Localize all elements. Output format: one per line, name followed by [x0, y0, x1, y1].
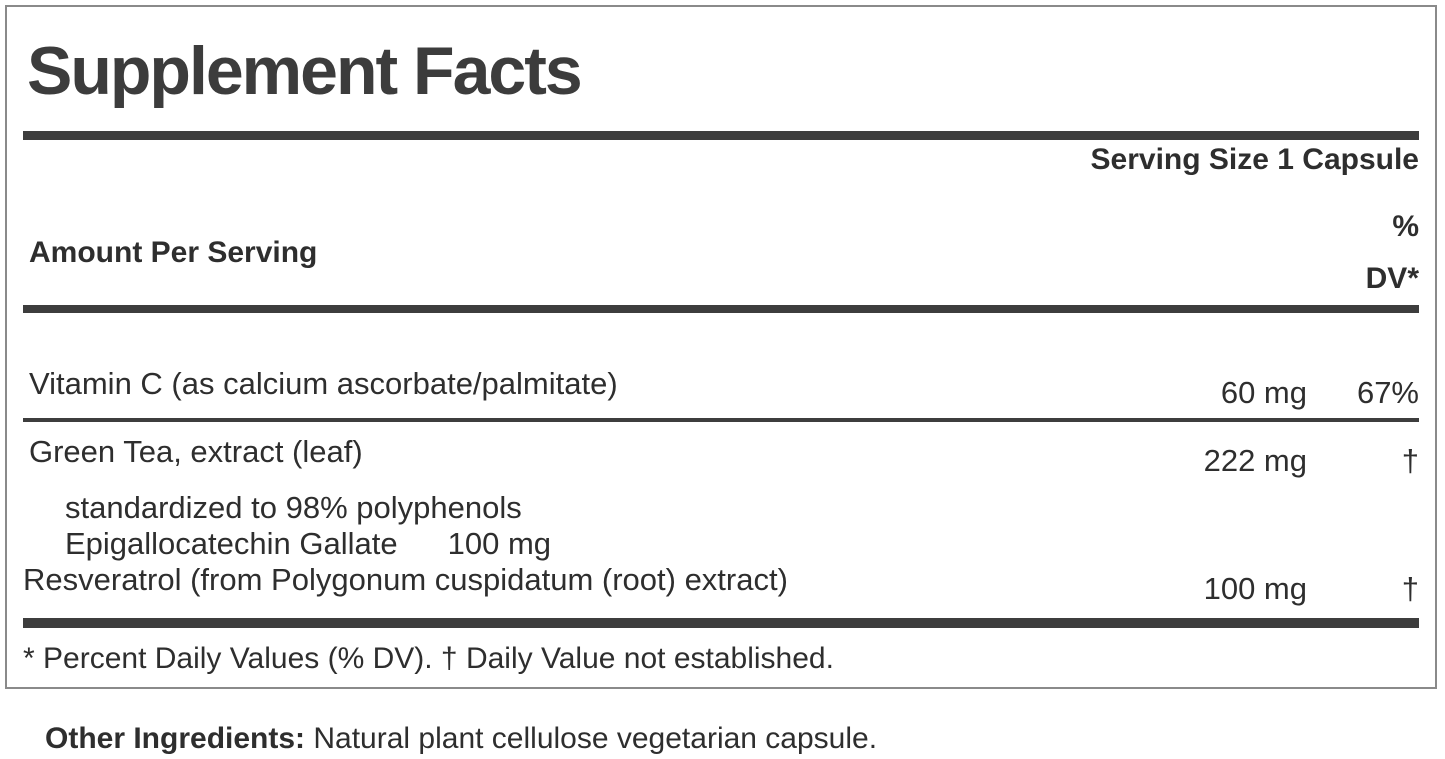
supplement-facts-panel: Supplement Facts Serving Size 1 Capsule …: [5, 5, 1437, 689]
nutrient-amount: 100 mg: [1203, 571, 1307, 606]
nutrient-row-green-tea: Green Tea, extract (leaf) 222 mg †: [23, 434, 1419, 478]
divider-thick-top: [23, 131, 1419, 140]
nutrient-dv: †: [1401, 443, 1419, 478]
nutrient-sub-name: Epigallocatechin Gallate: [65, 526, 398, 561]
divider-thick-bottom: [23, 618, 1419, 628]
amount-per-serving-header: Amount Per Serving: [29, 236, 318, 269]
nutrient-subrow-standardized: standardized to 98% polyphenols: [23, 490, 1419, 526]
nutrient-row-resveratrol: Resveratrol (from Polygonum cuspidatum (…: [23, 562, 1419, 606]
column-header-row: Amount Per Serving % DV*: [23, 201, 1419, 305]
dv-header-text: DV*: [1365, 262, 1419, 295]
other-ingredients-text: Natural plant cellulose vegetarian capsu…: [313, 722, 878, 755]
percent-sign: %: [1392, 210, 1419, 243]
divider-thin: [23, 418, 1419, 422]
nutrient-dv: †: [1401, 571, 1419, 606]
panel-title: Supplement Facts: [27, 33, 583, 109]
nutrient-amount: 222 mg: [1203, 443, 1307, 478]
daily-value-footnote: * Percent Daily Values (% DV). † Daily V…: [23, 642, 834, 675]
nutrient-row-vitamin-c: Vitamin C (as calcium ascorbate/palmitat…: [23, 366, 1419, 410]
nutrient-name: Vitamin C (as calcium ascorbate/palmitat…: [29, 366, 618, 401]
divider-thick-header: [23, 305, 1419, 313]
nutrient-name: Resveratrol (from Polygonum cuspidatum (…: [23, 562, 788, 597]
percent-dv-header: % DV*: [1366, 201, 1419, 305]
nutrient-amount: 60 mg: [1220, 375, 1307, 410]
nutrient-dv: 67%: [1356, 375, 1419, 410]
nutrient-name: Green Tea, extract (leaf): [29, 434, 363, 469]
nutrient-sub-name: standardized to 98% polyphenols: [65, 490, 522, 525]
other-ingredients-label: Other Ingredients:: [45, 722, 306, 755]
nutrient-sub-amount: 100 mg: [447, 526, 552, 561]
other-ingredients-line: Other Ingredients: Natural plant cellulo…: [45, 722, 877, 756]
serving-size-text: Serving Size 1 Capsule: [1090, 143, 1419, 176]
nutrient-subrow-egcg: Epigallocatechin Gallate 100 mg: [23, 526, 1419, 562]
